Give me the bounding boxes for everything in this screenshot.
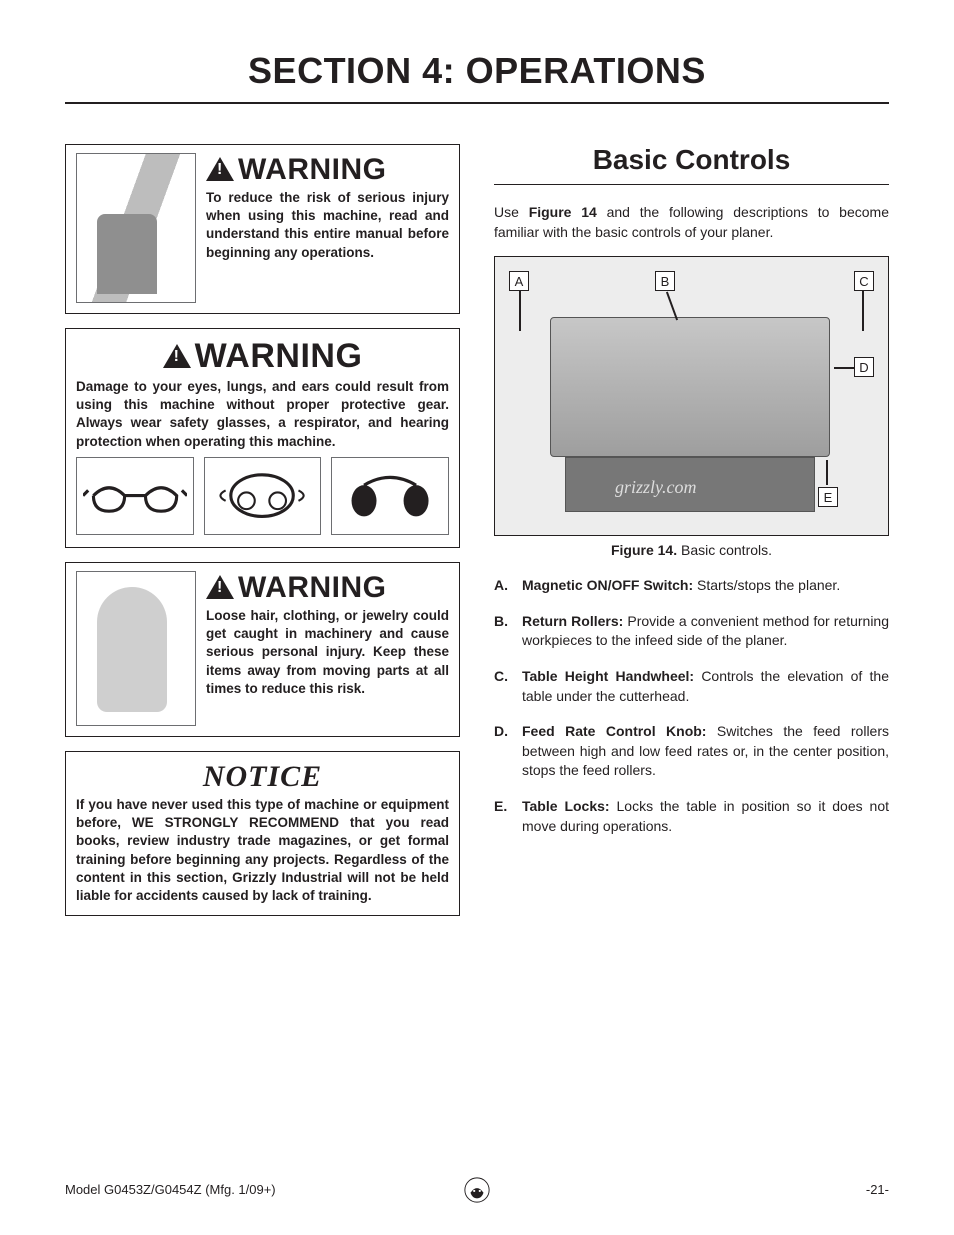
list-item: C. Table Height Handwheel: Controls the … — [494, 667, 889, 706]
item-term: Feed Rate Control Knob: — [522, 723, 706, 739]
notice-heading: NOTICE — [76, 760, 449, 794]
warning-heading: WARNING — [206, 153, 449, 187]
item-label: A. — [494, 576, 512, 596]
figure-caption-rest: Basic controls. — [677, 542, 772, 558]
list-item: A. Magnetic ON/OFF Switch: Starts/stops … — [494, 576, 889, 596]
notice-box: NOTICE If you have never used this type … — [65, 751, 460, 916]
hearing-protection-icon — [331, 457, 449, 535]
warning-heading: WARNING — [206, 571, 449, 605]
footer-model: Model G0453Z/G0454Z (Mfg. 1/09+) — [65, 1182, 276, 1197]
warning-box-read-manual: WARNING To reduce the risk of serious in… — [65, 144, 460, 314]
two-column-layout: WARNING To reduce the risk of serious in… — [65, 144, 889, 930]
hair-illustration — [76, 571, 196, 726]
arrow-E — [826, 460, 828, 485]
callout-E: E — [818, 487, 838, 507]
planer-brand-text: grizzly.com — [615, 477, 697, 498]
item-term: Table Height Handwheel: — [522, 668, 694, 684]
ppe-row — [76, 457, 449, 535]
item-label: E. — [494, 797, 512, 836]
warning-word: WARNING — [195, 337, 363, 376]
figure-caption: Figure 14. Basic controls. — [494, 542, 889, 558]
manual-illustration — [76, 153, 196, 303]
item-label: C. — [494, 667, 512, 706]
list-item: B. Return Rollers: Provide a convenient … — [494, 612, 889, 651]
item-term: Magnetic ON/OFF Switch: — [522, 577, 693, 593]
notice-text: If you have never used this type of mach… — [76, 796, 449, 905]
warning-text: Loose hair, clothing, or jewelry could g… — [206, 607, 449, 698]
section-title: SECTION 4: OPERATIONS — [65, 50, 889, 104]
callout-D: D — [854, 357, 874, 377]
safety-glasses-icon — [76, 457, 194, 535]
item-label: D. — [494, 722, 512, 781]
item-term: Table Locks: — [522, 798, 610, 814]
callout-A: A — [509, 271, 529, 291]
warning-text: To reduce the risk of serious injury whe… — [206, 189, 449, 262]
figure-frame: grizzly.com A B C D E — [494, 256, 889, 536]
warning-box-hair: WARNING Loose hair, clothing, or jewelry… — [65, 562, 460, 737]
list-item: E. Table Locks: Locks the table in posit… — [494, 797, 889, 836]
item-label: B. — [494, 612, 512, 651]
warning-text: Damage to your eyes, lungs, and ears cou… — [76, 378, 449, 451]
left-column: WARNING To reduce the risk of serious in… — [65, 144, 460, 930]
page-footer: Model G0453Z/G0454Z (Mfg. 1/09+) -21- — [65, 1182, 889, 1197]
intro-paragraph: Use Figure 14 and the following descript… — [494, 203, 889, 242]
planer-body-illustration — [550, 317, 830, 457]
warning-triangle-icon — [163, 344, 191, 368]
item-desc: Starts/stops the planer. — [693, 577, 840, 593]
list-item: D. Feed Rate Control Knob: Switches the … — [494, 722, 889, 781]
footer-logo-icon — [463, 1176, 491, 1204]
callout-B: B — [655, 271, 675, 291]
warning-word: WARNING — [238, 153, 387, 187]
warning-word: WARNING — [238, 571, 387, 605]
footer-page-number: -21- — [866, 1182, 889, 1197]
warning-box-ppe: WARNING Damage to your eyes, lungs, and … — [65, 328, 460, 548]
callout-C: C — [854, 271, 874, 291]
controls-list: A. Magnetic ON/OFF Switch: Starts/stops … — [494, 576, 889, 836]
warning-triangle-icon — [206, 157, 234, 181]
respirator-icon — [204, 457, 322, 535]
item-term: Return Rollers: — [522, 613, 623, 629]
right-column: Basic Controls Use Figure 14 and the fol… — [494, 144, 889, 930]
arrow-D — [834, 367, 854, 369]
subsection-title: Basic Controls — [494, 144, 889, 185]
figure-caption-bold: Figure 14. — [611, 542, 677, 558]
intro-pre: Use — [494, 204, 529, 220]
arrow-C — [862, 291, 864, 331]
warning-heading: WARNING — [76, 337, 449, 376]
arrow-A — [519, 291, 521, 331]
warning-triangle-icon — [206, 575, 234, 599]
intro-fig-ref: Figure 14 — [529, 204, 597, 220]
